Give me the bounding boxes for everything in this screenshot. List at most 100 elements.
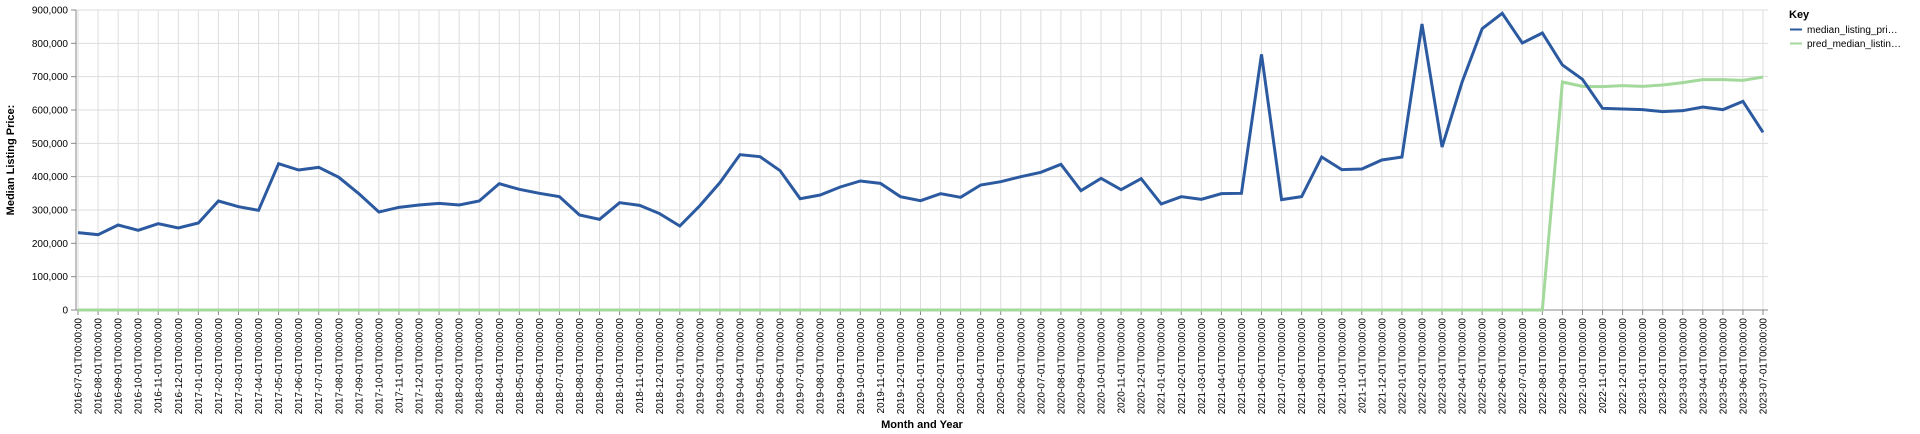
x-tick-label: 2022-03-01T00:00:00 [1438,318,1449,415]
x-tick-label: 2023-06-01T00:00:00 [1738,318,1749,415]
x-tick-label: 2020-09-01T00:00:00 [1076,318,1087,415]
x-tick-label: 2017-08-01T00:00:00 [334,318,345,415]
x-tick-label: 2018-11-01T00:00:00 [635,318,646,414]
x-tick-label: 2020-10-01T00:00:00 [1097,318,1108,415]
x-tick-label: 2017-03-01T00:00:00 [234,318,245,415]
x-tick-label: 2019-06-01T00:00:00 [776,318,787,415]
x-tick-label: 2021-06-01T00:00:00 [1257,318,1268,415]
x-tick-label: 2021-01-01T00:00:00 [1157,318,1168,415]
x-tick-label: 2018-08-01T00:00:00 [575,318,586,415]
x-tick-label: 2019-10-01T00:00:00 [856,318,867,415]
y-tick-label: 500,000 [32,139,69,150]
x-tick-label: 2021-04-01T00:00:00 [1217,318,1228,415]
y-tick-label: 900,000 [32,6,69,17]
x-tick-label: 2023-02-01T00:00:00 [1658,318,1669,415]
x-tick-label: 2023-05-01T00:00:00 [1718,318,1729,415]
y-tick-label: 300,000 [32,206,69,217]
x-tick-label: 2017-04-01T00:00:00 [254,318,265,415]
x-tick-label: 2018-07-01T00:00:00 [555,318,566,415]
x-tick-label: 2022-07-01T00:00:00 [1518,318,1529,415]
y-axis-title: Median Listing Price: [5,105,17,216]
x-tick-label: 2020-11-01T00:00:00 [1117,318,1128,414]
x-tick-label: 2018-10-01T00:00:00 [615,318,626,415]
x-tick-label: 2017-06-01T00:00:00 [294,318,305,415]
x-tick-label: 2023-03-01T00:00:00 [1678,318,1689,415]
x-tick-label: 2016-07-01T00:00:00 [74,318,85,415]
x-tick-label: 2019-04-01T00:00:00 [735,318,746,415]
x-tick-label: 2016-11-01T00:00:00 [154,318,165,414]
legend-label: median_listing_pri… [1807,25,1898,36]
axes: 0 100,000 200,000 300,000 400,000 500,000 600,… [32,6,1770,415]
y-tick-label: 200,000 [32,239,69,250]
x-tick-label: 2021-08-01T00:00:00 [1297,318,1308,415]
x-tick-label: 2022-09-01T00:00:00 [1558,318,1569,415]
series-line-1 [77,11,1765,237]
x-tick-label: 2022-10-01T00:00:00 [1578,318,1589,415]
y-tick-label: 700,000 [32,72,69,83]
x-tick-label: 2017-02-01T00:00:00 [214,318,225,415]
x-tick-label: 2020-07-01T00:00:00 [1036,318,1047,415]
x-tick-label: 2023-04-01T00:00:00 [1698,318,1709,415]
x-tick-label: 2018-03-01T00:00:00 [475,318,486,415]
x-tick-label: 2021-02-01T00:00:00 [1177,318,1188,415]
series-lines [77,11,1765,312]
x-tick-label: 2020-06-01T00:00:00 [1016,318,1027,415]
legend-label: pred_median_listin… [1807,39,1901,50]
x-tick-label: 2019-01-01T00:00:00 [675,318,686,415]
x-tick-label: 2018-12-01T00:00:00 [655,318,666,415]
x-tick-label: 2019-12-01T00:00:00 [896,318,907,415]
x-tick-label: 2020-02-01T00:00:00 [936,318,947,415]
x-tick-label: 2022-04-01T00:00:00 [1458,318,1469,415]
x-tick-label: 2022-08-01T00:00:00 [1538,318,1549,415]
x-tick-label: 2017-12-01T00:00:00 [415,318,426,415]
x-tick-label: 2019-07-01T00:00:00 [796,318,807,415]
x-tick-label: 2021-12-01T00:00:00 [1377,318,1388,415]
legend-title: Key [1789,9,1810,21]
series-line-2 [78,75,1764,312]
x-tick-label: 2019-11-01T00:00:00 [876,318,887,414]
y-tick-label: 100,000 [32,272,69,283]
x-tick-label: 2022-06-01T00:00:00 [1498,318,1509,415]
x-tick-label: 2017-01-01T00:00:00 [194,318,205,415]
x-tick-label: 2020-04-01T00:00:00 [976,318,987,415]
x-tick-label: 2021-10-01T00:00:00 [1337,318,1348,415]
x-tick-label: 2021-07-01T00:00:00 [1277,318,1288,415]
x-tick-label: 2018-02-01T00:00:00 [455,318,466,415]
x-tick-label: 2021-05-01T00:00:00 [1237,318,1248,415]
x-tick-label: 2016-12-01T00:00:00 [174,318,185,415]
x-tick-label: 2021-09-01T00:00:00 [1317,318,1328,415]
x-tick-label: 2018-09-01T00:00:00 [595,318,606,415]
x-tick-label: 2019-08-01T00:00:00 [816,318,827,415]
x-tick-label: 2019-02-01T00:00:00 [695,318,706,415]
x-tick-label: 2020-03-01T00:00:00 [956,318,967,415]
x-tick-label: 2020-08-01T00:00:00 [1056,318,1067,415]
x-tick-label: 2023-07-01T00:00:00 [1759,318,1770,415]
x-tick-label: 2018-01-01T00:00:00 [435,318,446,415]
x-tick-label: 2022-05-01T00:00:00 [1478,318,1489,415]
x-tick-label: 2019-03-01T00:00:00 [715,318,726,415]
x-tick-label: 2017-07-01T00:00:00 [314,318,325,415]
x-tick-label: 2022-01-01T00:00:00 [1397,318,1408,415]
x-tick-label: 2022-02-01T00:00:00 [1417,318,1428,415]
x-tick-label: 2019-09-01T00:00:00 [836,318,847,415]
x-tick-label: 2019-05-01T00:00:00 [756,318,767,415]
x-tick-label: 2022-11-01T00:00:00 [1598,318,1609,414]
x-tick-label: 2022-12-01T00:00:00 [1618,318,1629,415]
x-tick-label: 2020-01-01T00:00:00 [916,318,927,415]
x-tick-label: 2017-05-01T00:00:00 [274,318,285,415]
y-tick-label: 0 [62,306,68,317]
x-tick-label: 2021-11-01T00:00:00 [1357,318,1368,414]
x-tick-label: 2017-09-01T00:00:00 [354,318,365,415]
x-tick-label: 2018-05-01T00:00:00 [515,318,526,415]
x-tick-label: 2016-10-01T00:00:00 [134,318,145,415]
x-tick-label: 2016-08-01T00:00:00 [94,318,105,415]
y-tick-label: 600,000 [32,106,69,117]
x-axis-title: Month and Year [881,419,963,431]
x-tick-label: 2020-05-01T00:00:00 [996,318,1007,415]
legend: Key median_listing_pri… pred_median_listi… [1789,9,1901,50]
x-tick-label: 2023-01-01T00:00:00 [1638,318,1649,415]
x-tick-label: 2016-09-01T00:00:00 [114,318,125,415]
y-tick-label: 400,000 [32,172,69,183]
gridlines [76,9,1768,311]
